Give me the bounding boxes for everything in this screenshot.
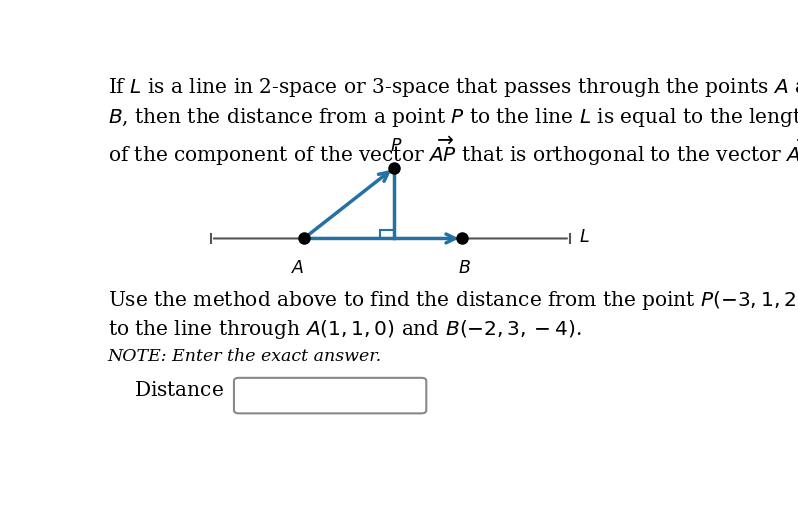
FancyBboxPatch shape [234,378,426,413]
Text: $P$: $P$ [390,137,403,155]
Text: $B$: $B$ [458,260,471,277]
Text: $L$: $L$ [579,229,590,246]
Text: NOTE: Enter the exact answer.: NOTE: Enter the exact answer. [108,348,382,365]
Text: to the line through $A(1, 1, 0)$ and $B(-2, 3, -4)$.: to the line through $A(1, 1, 0)$ and $B(… [108,318,582,342]
Text: of the component of the vector $\overrightarrow{AP}$ that is orthogonal to the v: of the component of the vector $\overrig… [108,135,798,168]
Text: $A$: $A$ [290,260,305,277]
Text: Distance $=$: Distance $=$ [134,381,250,400]
Text: If $L$ is a line in 2-space or 3-space that passes through the points $A$ and: If $L$ is a line in 2-space or 3-space t… [108,77,798,99]
Text: $B$, then the distance from a point $P$ to the line $L$ is equal to the length: $B$, then the distance from a point $P$ … [108,106,798,129]
Text: Use the method above to find the distance from the point $P(-3, 1, 2)$: Use the method above to find the distanc… [108,289,798,312]
